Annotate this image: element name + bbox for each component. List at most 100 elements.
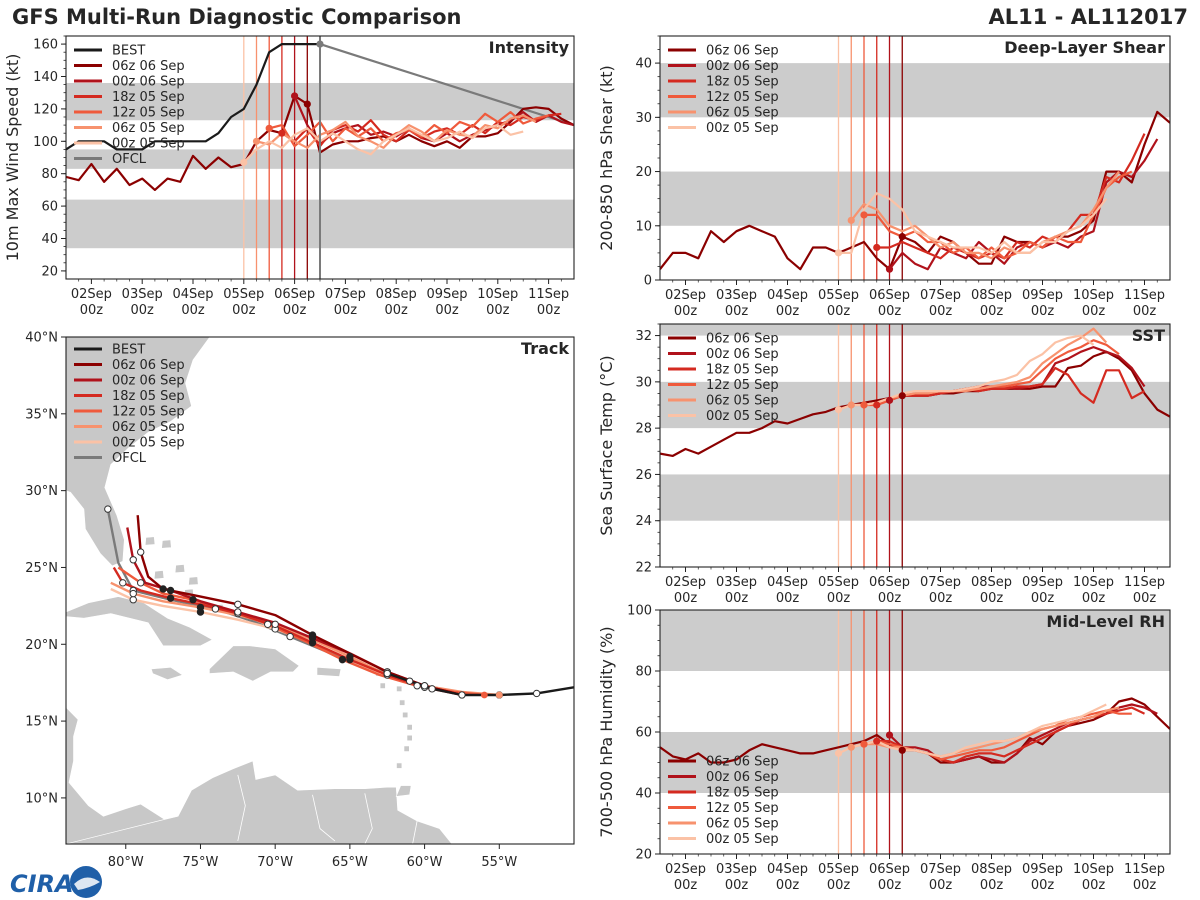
rh-init-marker-00z-06-sep bbox=[885, 731, 894, 739]
track-frame bbox=[65, 336, 575, 845]
country-border-4 bbox=[364, 793, 373, 844]
rh-line-00z-05-sep bbox=[838, 703, 1107, 758]
intensity-xtick-label-hour: 00z bbox=[181, 303, 205, 318]
shear-ytick-label: 0 bbox=[644, 274, 652, 289]
track-lines-group bbox=[104, 505, 574, 699]
shear-xtick-label-hour: 00z bbox=[929, 304, 953, 319]
sst-ytick-label: 28 bbox=[635, 422, 652, 437]
sst-ytick-label: 26 bbox=[635, 468, 652, 483]
track-ytick-label: 25°N bbox=[25, 561, 58, 576]
lesser-antilles-island-5 bbox=[403, 745, 410, 752]
storm-id: AL11 - AL112017 bbox=[989, 5, 1189, 29]
track-line-18z-05-sep bbox=[112, 566, 463, 697]
shear-init-marker-00z-06-sep bbox=[885, 265, 894, 273]
track-ytick-label: 15°N bbox=[25, 715, 58, 730]
sst-xtick-label-hour: 00z bbox=[1133, 591, 1157, 606]
track-marker-best bbox=[383, 669, 391, 678]
track-panel: 80°W 75°W 70°W 65°W 60°W 55°W 10°N 15°N 20°N 25°N… bbox=[25, 331, 575, 870]
track-legend-label-18z-05-sep: 18z 05 Sep bbox=[112, 389, 185, 404]
intensity-title: Intensity bbox=[489, 38, 570, 57]
rh-xtick-label-hour: 00z bbox=[929, 878, 953, 893]
shear-ytick-label: 40 bbox=[635, 57, 652, 72]
shear-ytick-label: 30 bbox=[635, 111, 652, 126]
intensity-init-marker-00z-05-sep bbox=[240, 158, 248, 166]
country-border-1 bbox=[312, 794, 336, 842]
intensity-legend-label-06z-06-sep: 06z 06 Sep bbox=[112, 59, 185, 74]
intensity-xtick-label-hour: 00z bbox=[385, 303, 409, 318]
shear-xtick-label-hour: 00z bbox=[827, 304, 851, 319]
sst-xtick-label-day: 07Sep bbox=[920, 575, 961, 590]
shear-xtick-label-hour: 00z bbox=[1082, 304, 1106, 319]
intensity-line-best bbox=[66, 42, 320, 151]
intensity-ytick-label: 100 bbox=[33, 135, 58, 150]
intensity-ytick-label: 160 bbox=[33, 38, 58, 53]
sst-init-marker-18z-05-sep bbox=[873, 401, 881, 409]
track-marker-18z-05-sep bbox=[119, 579, 127, 587]
sst-xtick-label-hour: 00z bbox=[1082, 591, 1106, 606]
rh-xtick-label-hour: 00z bbox=[1133, 878, 1157, 893]
track-marker-12z-05-sep bbox=[413, 682, 421, 690]
intensity-legend-label-06z-05-sep: 06z 05 Sep bbox=[112, 121, 185, 136]
rh-xtick-label-hour: 00z bbox=[878, 878, 902, 893]
bahamas-island-5 bbox=[188, 576, 199, 586]
lesser-antilles-island-0 bbox=[396, 685, 403, 692]
intensity-xtick-label-hour: 00z bbox=[131, 303, 155, 318]
track-legend-label-06z-06-sep: 06z 06 Sep bbox=[112, 358, 185, 373]
rh-legend-label-00z-05-sep: 00z 05 Sep bbox=[706, 832, 779, 847]
sst-legend-label-00z-05-sep: 00z 05 Sep bbox=[706, 409, 779, 424]
shear-legend-label-00z-06-sep: 00z 06 Sep bbox=[706, 59, 779, 74]
shear-legend-label-06z-05-sep: 06z 05 Sep bbox=[706, 106, 779, 121]
track-marker-best bbox=[458, 691, 466, 699]
track-ytick-label: 40°N bbox=[25, 331, 58, 346]
track-marker-12z-05-sep bbox=[189, 596, 197, 604]
trinidad bbox=[395, 785, 412, 797]
intensity-init-marker-18z-05-sep bbox=[278, 129, 286, 137]
sst-init-marker-06z-05-sep bbox=[847, 401, 855, 409]
rh-line-06z-05-sep bbox=[851, 706, 1120, 758]
track-ytick-label: 30°N bbox=[25, 484, 58, 499]
intensity-xtick-label-day: 10Sep bbox=[477, 287, 518, 302]
intensity-xtick-label-day: 09Sep bbox=[426, 287, 467, 302]
intensity-legend-label-ofcl: OFCL bbox=[112, 152, 147, 167]
shear-legend-label-06z-06-sep: 06z 06 Sep bbox=[706, 44, 779, 59]
intensity-ytick-label: 60 bbox=[41, 200, 58, 215]
shear-legend-label-00z-05-sep: 00z 05 Sep bbox=[706, 121, 779, 136]
rh-xtick-label-day: 04Sep bbox=[767, 862, 808, 877]
sst-init-marker-00z-06-sep bbox=[885, 396, 894, 404]
sst-xtick-label-hour: 00z bbox=[1031, 591, 1055, 606]
track-marker-ofcl bbox=[211, 605, 220, 613]
sst-xtick-label-day: 06Sep bbox=[869, 575, 910, 590]
track-marker-00z-06-sep bbox=[129, 556, 137, 564]
intensity-xtick-label-hour: 00z bbox=[80, 303, 104, 318]
rh-ytick-label: 80 bbox=[635, 665, 652, 680]
sst-ytick-label: 32 bbox=[635, 329, 652, 344]
bahamas-island-0 bbox=[153, 570, 165, 580]
intensity-ylabel: 10m Max Wind Speed (kt) bbox=[3, 54, 22, 262]
shear-ytick-label: 10 bbox=[635, 219, 652, 234]
cira-logo: CIRA bbox=[10, 866, 102, 898]
logo-text: CIRA bbox=[10, 870, 74, 898]
sst-xtick-label-hour: 00z bbox=[878, 591, 902, 606]
track-marker-06z-05-sep bbox=[346, 652, 354, 661]
intensity-xtick-label-hour: 00z bbox=[435, 303, 459, 318]
sst-init-marker-06z-06-sep bbox=[898, 392, 906, 400]
sst-legend-label-06z-06-sep: 06z 06 Sep bbox=[706, 332, 779, 347]
sst-init-marker-00z-05-sep bbox=[834, 406, 843, 414]
intensity-xtick-label-day: 06Sep bbox=[274, 287, 315, 302]
shear-ylabel: 200-850 hPa Shear (kt) bbox=[597, 65, 616, 251]
rh-band-0 bbox=[660, 732, 1170, 793]
intensity-xtick-label-hour: 00z bbox=[334, 303, 358, 318]
track-legend-label-00z-06-sep: 00z 06 Sep bbox=[112, 374, 185, 389]
track-marker-06z-05-sep bbox=[271, 620, 279, 628]
rh-legend-label-18z-05-sep: 18z 05 Sep bbox=[706, 786, 779, 801]
intensity-xtick-label-day: 07Sep bbox=[325, 287, 366, 302]
bahamas-island-6 bbox=[174, 564, 186, 574]
shear-xtick-label-hour: 00z bbox=[980, 304, 1004, 319]
rh-xtick-label-day: 02Sep bbox=[665, 862, 706, 877]
intensity-ytick-label: 20 bbox=[41, 264, 58, 279]
track-ytick-label: 20°N bbox=[25, 638, 58, 653]
intensity-panel: 2040608010012014016002Sep00z03Sep00z04Se… bbox=[3, 35, 575, 318]
shear-xtick-label-day: 04Sep bbox=[767, 288, 808, 303]
shear-xtick-label-hour: 00z bbox=[674, 304, 698, 319]
figure-title: GFS Multi-Run Diagnostic Comparison bbox=[12, 5, 461, 29]
